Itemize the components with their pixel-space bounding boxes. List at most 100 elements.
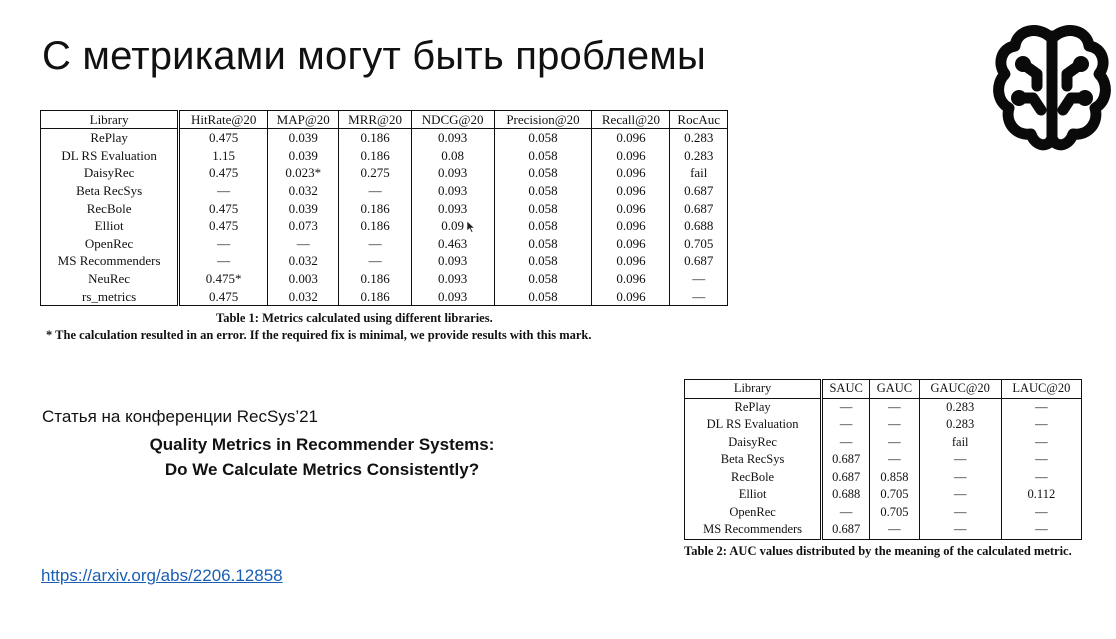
library-cell: MS Recommenders [683,521,824,539]
value-cell: 0.688 [821,486,871,504]
value-cell: 0.283 [669,146,728,165]
column-header: Recall@20 [591,110,671,129]
value-cell: 0.093 [410,199,495,217]
value-cell: — [918,503,1002,521]
table-row: RePlay 0.475 0.039 0.186 0.093 0.058 0.0… [39,128,728,147]
value-cell: fail [918,433,1002,451]
table-row: NeuRec 0.475* 0.003 0.186 0.093 0.058 0.… [39,269,728,288]
value-cell: 0.688 [669,216,728,235]
table-row: Elliot 0.688 0.705 — 0.112 [683,486,1083,504]
metrics-table-wrapper: Library HitRate@20 MAP@20 MRR@20 NDCG@20… [39,110,728,306]
value-cell: 0.096 [591,199,671,217]
value-cell: 0.283 [918,398,1002,416]
value-cell: 0.186 [338,146,412,165]
column-header: HitRate@20 [178,110,269,129]
value-cell: 0.096 [591,128,671,147]
auc-table: Library SAUC GAUC GAUC@20 LAUC@20 RePlay… [683,379,1083,540]
conference-line: Статья на конференции RecSys’21 [42,407,319,426]
value-cell: 0.096 [591,269,671,288]
auc-table-wrapper: Library SAUC GAUC GAUC@20 LAUC@20 RePlay… [683,379,1083,540]
library-cell: DL RS Evaluation [683,416,824,434]
value-cell: 0.112 [1000,486,1083,504]
library-cell: Beta RecSys [683,451,824,469]
value-cell: — [918,486,1002,504]
value-cell: 0.687 [821,521,871,539]
library-cell: DaisyRec [683,433,824,451]
value-cell: 0.186 [338,287,412,306]
value-cell: 0.093 [410,252,495,270]
library-cell: NeuRec [39,269,181,288]
value-cell: — [821,416,871,434]
value-cell: 0.687 [669,199,728,217]
library-cell: DaisyRec [39,164,181,182]
value-cell: 0.058 [493,252,593,270]
table-row: RecBole 0.687 0.858 — — [683,468,1083,486]
table-row: DaisyRec — — fail — [683,433,1083,451]
value-cell: — [1000,521,1083,539]
library-cell: Elliot [39,216,181,235]
value-cell: 0.032 [267,252,340,270]
table-row: DaisyRec 0.475 0.023* 0.275 0.093 0.058 … [39,164,728,182]
library-cell: RePlay [683,398,824,416]
value-cell: 1.15 [178,146,269,165]
library-cell: RePlay [39,128,181,147]
value-cell: 0.058 [493,128,593,147]
column-header: GAUC@20 [918,379,1002,399]
library-cell: MS Recommenders [39,252,181,270]
library-cell: DL RS Evaluation [39,146,181,165]
value-cell: — [1000,468,1083,486]
table-header-row: Library SAUC GAUC GAUC@20 LAUC@20 [683,379,1083,399]
paper-title-line-2: Do We Calculate Metrics Consistently? [164,460,480,479]
column-header: Precision@20 [493,110,593,129]
table-row: MS Recommenders 0.687 — — — [683,521,1083,539]
value-cell: 0.096 [591,164,671,182]
table-row: Beta RecSys 0.687 — — — [683,451,1083,469]
value-cell: 0.475 [178,128,269,147]
value-cell: — [669,287,728,306]
value-cell: 0.687 [669,252,728,270]
value-cell: 0.039 [267,146,340,165]
value-cell: 0.096 [591,252,671,270]
value-cell: — [1000,433,1083,451]
table-row: DL RS Evaluation — — 0.283 — [683,416,1083,434]
column-header: MAP@20 [267,110,340,129]
arxiv-link[interactable]: https://arxiv.org/abs/2206.12858 [41,566,283,585]
value-cell: 0.093 [410,164,495,182]
value-cell: — [918,468,1002,486]
value-cell: 0.186 [338,128,412,147]
column-header: LAUC@20 [1000,379,1083,399]
value-cell: — [869,416,920,434]
metrics-table: Library HitRate@20 MAP@20 MRR@20 NDCG@20… [39,110,728,306]
value-cell: 0.705 [869,503,920,521]
table-row: DL RS Evaluation 1.15 0.039 0.186 0.08 0… [39,146,728,165]
value-cell: fail [669,164,728,182]
value-cell: 0.039 [267,128,340,147]
column-header: GAUC [869,379,920,399]
value-cell: 0.687 [821,451,871,469]
value-cell: 0.475 [178,199,269,217]
value-cell: 0.032 [267,181,340,200]
value-cell: 0.003 [267,269,340,288]
column-header: Library [683,379,824,399]
value-cell: 0.463 [410,234,495,253]
value-cell: — [178,234,269,253]
library-cell: OpenRec [39,234,181,253]
value-cell: 0.186 [338,216,412,235]
value-cell: — [338,252,412,270]
brain-circuit-icon [993,25,1111,151]
value-cell: 0.283 [918,416,1002,434]
value-cell: 0.058 [493,234,593,253]
value-cell: 0.058 [493,216,593,235]
value-cell: 0.705 [869,486,920,504]
value-cell: 0.096 [591,146,671,165]
column-header: MRR@20 [338,110,412,129]
value-cell: — [178,181,269,200]
value-cell: — [918,521,1002,539]
value-cell: 0.093 [410,181,495,200]
mouse-cursor-icon [466,221,476,233]
value-cell: 0.705 [669,234,728,253]
column-header: SAUC [821,379,871,399]
value-cell: 0.283 [669,128,728,147]
table-row: OpenRec — 0.705 — — [683,503,1083,521]
value-cell: 0.058 [493,146,593,165]
